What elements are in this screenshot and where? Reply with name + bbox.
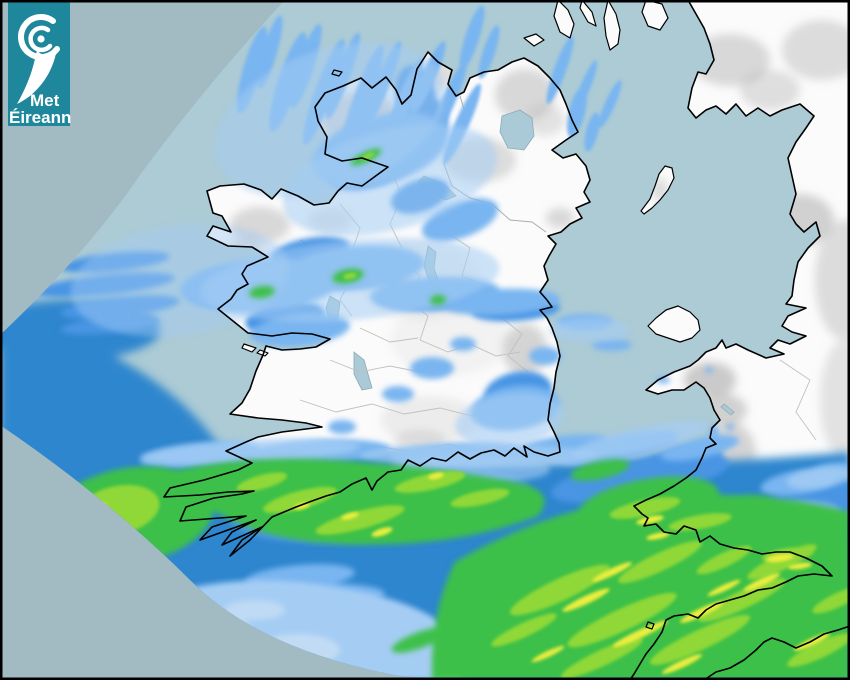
lake-bala: [720, 403, 735, 416]
met-eireann-logo: Met Éireann: [8, 2, 71, 127]
logo-text-line2: Éireann: [9, 108, 71, 127]
precipitation-layer: [0, 5, 850, 680]
lough-neagh: [499, 109, 535, 151]
rain-bright-green-streaks: [76, 152, 850, 679]
swirl-spiral-icon: [17, 14, 60, 104]
logo-text-line1: Met: [30, 91, 60, 110]
